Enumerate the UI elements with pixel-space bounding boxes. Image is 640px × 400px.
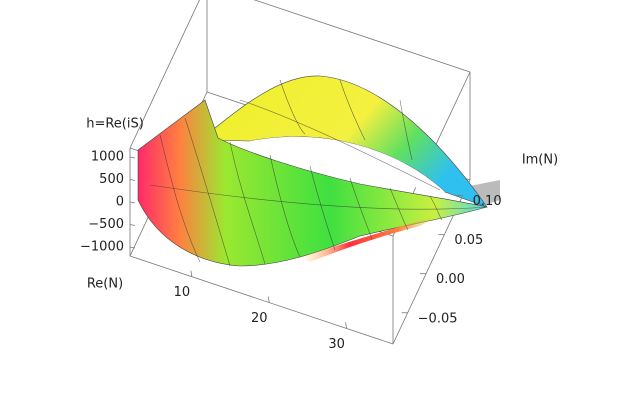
- x-tick: [345, 322, 347, 329]
- z-tick-label: 1000: [91, 150, 124, 165]
- box-edge: [129, 255, 394, 345]
- z-tick: [129, 179, 136, 181]
- z-tick: [129, 224, 136, 226]
- x-axis-label: Re(N): [87, 277, 123, 292]
- x-tick: [190, 270, 193, 277]
- surface-sheet: [137, 99, 488, 267]
- y-tick-label: 0.10: [473, 194, 502, 209]
- y-tick-label: −0.05: [418, 311, 458, 326]
- y-axis-label: Im(N): [522, 153, 558, 168]
- z-tick-label: 500: [99, 172, 124, 187]
- box-edge: [253, 0, 471, 73]
- z-tick: [129, 201, 136, 204]
- y-tick-label: 0.05: [454, 233, 483, 248]
- x-tick-label: 10: [174, 285, 191, 300]
- z-axis-label: h=Re(iS): [86, 117, 144, 132]
- z-tick: [129, 246, 136, 249]
- surface-red-edge: [300, 215, 440, 262]
- z-tick: [129, 156, 136, 159]
- z-tick-label: −500: [88, 217, 124, 232]
- x-tick-label: 20: [251, 311, 268, 326]
- z-tick-label: −1000: [80, 240, 124, 255]
- y-tick-label: 0.00: [436, 272, 465, 287]
- surface-hole: [250, 136, 445, 192]
- box-edge: [129, 0, 200, 149]
- mesh: [149, 79, 488, 267]
- z-tick-label: 0: [116, 195, 124, 210]
- x-tick: [267, 296, 270, 303]
- x-tick-label: 30: [328, 337, 345, 352]
